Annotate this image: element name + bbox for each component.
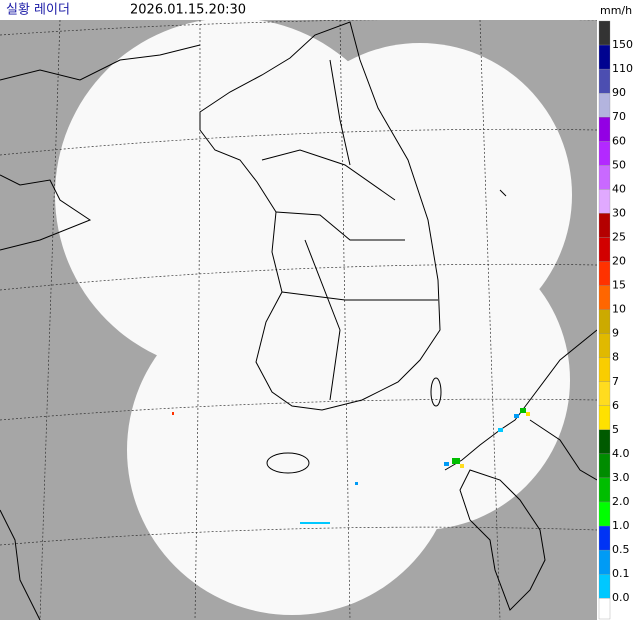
timestamp: 2026.01.15.20:30 xyxy=(130,3,246,18)
legend-label: 1.0 xyxy=(612,519,630,532)
legend-label: 0.1 xyxy=(612,567,630,580)
legend-swatch xyxy=(598,117,611,142)
legend-swatch xyxy=(598,501,611,527)
legend-label: 2.0 xyxy=(612,495,630,508)
legend-swatch xyxy=(598,44,611,70)
legend-swatch xyxy=(598,285,611,310)
legend-label: 3.0 xyxy=(612,471,630,484)
legend-swatch xyxy=(598,549,611,575)
legend-label: 90 xyxy=(612,86,626,99)
title: 실황 레이더 xyxy=(6,3,70,18)
unit: mm/h xyxy=(600,4,632,17)
legend-swatch xyxy=(598,381,611,406)
legend-label: 25 xyxy=(612,230,626,243)
rain-echo xyxy=(172,408,530,524)
legend-swatch xyxy=(598,141,611,166)
legend: 150 110 90 70 60 50 40 30 25 20 15 10 9 8 7 6 5 4.0 3.0 2.0… xyxy=(598,20,633,620)
legend-label: 5 xyxy=(612,423,619,436)
legend-swatch xyxy=(598,429,611,455)
legend-label: 7 xyxy=(612,375,619,388)
legend-swatch xyxy=(598,598,611,620)
legend-swatch xyxy=(598,477,611,503)
legend-label: 0.0 xyxy=(612,591,630,604)
legend-label: 9 xyxy=(612,327,619,340)
legend-label: 15 xyxy=(612,279,626,292)
legend-swatch xyxy=(598,574,611,599)
legend-label: 6 xyxy=(612,399,619,412)
lat-lon-grid xyxy=(0,20,597,620)
legend-label: 150 xyxy=(612,38,633,51)
legend-label: 4.0 xyxy=(612,447,630,460)
legend-swatch xyxy=(598,165,611,190)
legend-label: 110 xyxy=(612,62,633,75)
legend-label: 30 xyxy=(612,206,626,219)
legend-label: 8 xyxy=(612,351,619,364)
legend-label: 0.5 xyxy=(612,543,630,556)
legend-swatch xyxy=(598,525,611,551)
legend-swatch xyxy=(598,20,611,46)
legend-label: 70 xyxy=(612,110,626,123)
legend-label: 60 xyxy=(612,134,626,147)
legend-swatch xyxy=(598,68,611,94)
legend-swatch xyxy=(598,453,611,479)
map xyxy=(0,20,597,620)
legend-label: 40 xyxy=(612,182,626,195)
coastlines xyxy=(0,21,597,620)
legend-swatch xyxy=(598,237,611,262)
legend-swatch xyxy=(598,405,611,430)
legend-label: 20 xyxy=(612,255,626,268)
legend-swatch xyxy=(598,93,611,118)
legend-swatch xyxy=(598,261,611,286)
legend-swatch xyxy=(598,309,611,334)
legend-swatch xyxy=(598,357,611,382)
legend-swatch xyxy=(598,213,611,238)
legend-swatch xyxy=(598,189,611,214)
legend-label: 50 xyxy=(612,158,626,171)
legend-swatch xyxy=(598,333,611,358)
legend-label: 10 xyxy=(612,303,626,316)
